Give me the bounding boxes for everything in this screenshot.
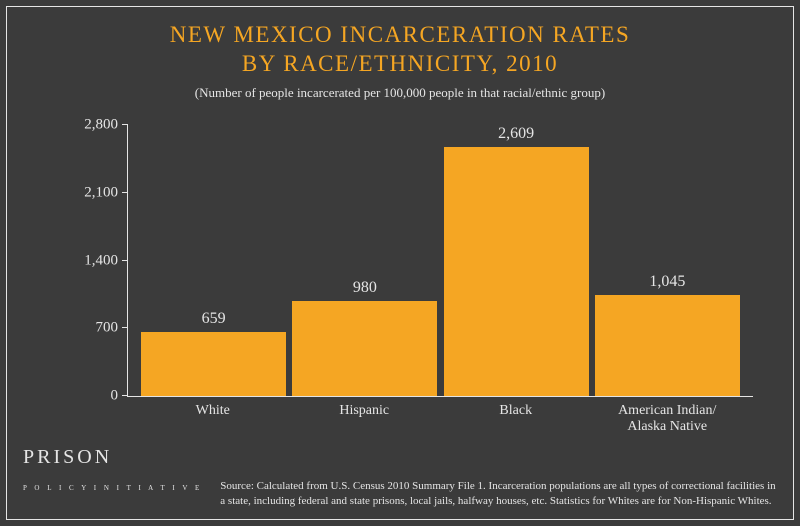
x-tick-label: White — [140, 397, 285, 425]
bar — [141, 332, 286, 396]
chart-subtitle: (Number of people incarcerated per 100,0… — [7, 85, 793, 101]
y-tick-label: 0 — [58, 388, 118, 405]
title-line-2: BY RACE/ETHNICITY, 2010 — [242, 51, 558, 76]
bar-group: 1,045 — [595, 125, 740, 396]
y-tick-mark — [122, 327, 128, 328]
bar-group: 980 — [292, 125, 437, 396]
bar-value-label: 659 — [202, 310, 226, 328]
x-axis-labels: WhiteHispanicBlackAmerican Indian/ Alask… — [127, 397, 753, 425]
bar-value-label: 980 — [353, 279, 377, 297]
bar — [292, 301, 437, 396]
y-tick-label: 700 — [58, 320, 118, 337]
bar-value-label: 1,045 — [649, 273, 685, 291]
footer: PRISON P O L I C Y I N I T I A T I V E S… — [23, 430, 777, 509]
bar — [444, 147, 589, 396]
bar-value-label: 2,609 — [498, 125, 534, 143]
x-tick-label: American Indian/ Alaska Native — [595, 397, 740, 425]
chart-card: NEW MEXICO INCARCERATION RATES BY RACE/E… — [6, 6, 794, 520]
chart-area: 6599802,6091,045 07001,4002,1002,800 Whi… — [65, 125, 753, 425]
x-tick-label: Hispanic — [292, 397, 437, 425]
title-line-1: NEW MEXICO INCARCERATION RATES — [170, 22, 631, 47]
chart-title: NEW MEXICO INCARCERATION RATES BY RACE/E… — [7, 7, 793, 79]
y-tick-label: 2,100 — [58, 184, 118, 201]
y-tick-mark — [122, 124, 128, 125]
bar — [595, 295, 740, 396]
y-tick-mark — [122, 395, 128, 396]
y-tick-mark — [122, 260, 128, 261]
y-tick-mark — [122, 192, 128, 193]
x-tick-label: Black — [443, 397, 588, 425]
logo-line-1: PRISON — [23, 447, 202, 468]
y-tick-label: 2,800 — [58, 117, 118, 134]
plot-area: 6599802,6091,045 07001,4002,1002,800 — [127, 125, 753, 397]
logo-line-2: P O L I C Y I N I T I A T I V E — [23, 485, 202, 492]
bar-group: 2,609 — [444, 125, 589, 396]
bars-container: 659 980 2,609 1,045 — [128, 125, 753, 396]
logo: PRISON P O L I C Y I N I T I A T I V E — [23, 430, 202, 509]
y-tick-label: 1,400 — [58, 252, 118, 269]
source-text: Source: Calculated from U.S. Census 2010… — [220, 479, 777, 509]
bar-group: 659 — [141, 125, 286, 396]
